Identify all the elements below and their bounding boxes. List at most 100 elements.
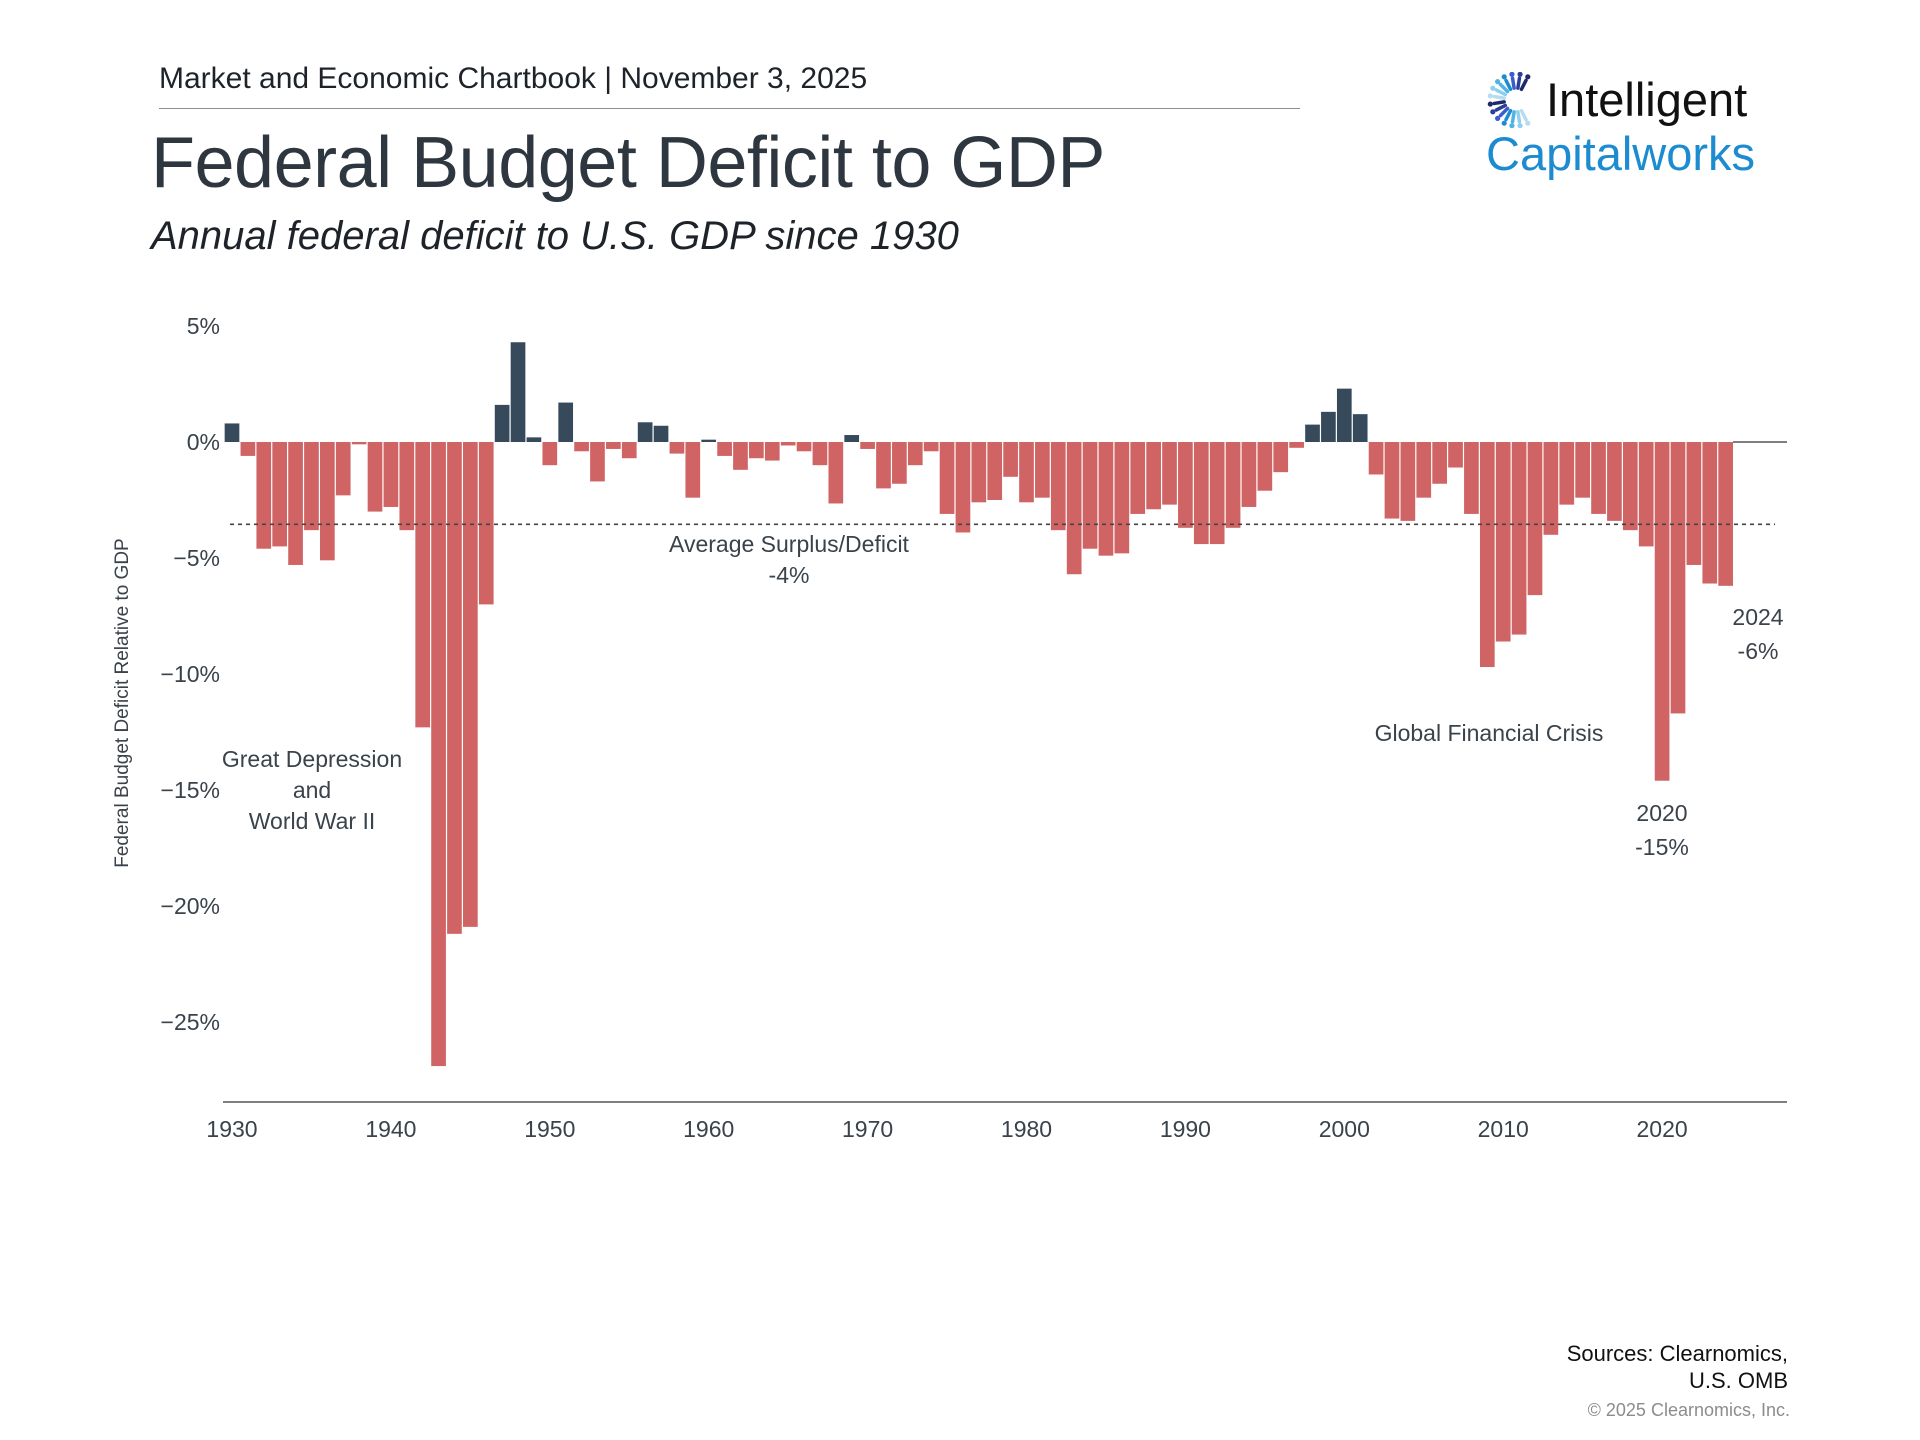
deficit-bar: [1273, 442, 1289, 473]
deficit-bar: [590, 442, 605, 482]
y-tick-label: −10%: [161, 661, 220, 687]
surplus-bar: [1321, 411, 1336, 442]
sources-line-1: Sources: Clearnomics,: [1566, 1341, 1788, 1366]
surplus-bar: [526, 437, 542, 442]
chart-annotation: -4%: [769, 562, 810, 588]
deficit-bar: [923, 442, 939, 452]
logo-dot: [1490, 85, 1496, 91]
logo-dot: [1487, 101, 1493, 107]
deficit-bar: [1082, 442, 1098, 549]
deficit-bar: [1368, 442, 1384, 475]
deficit-bar: [1670, 442, 1686, 714]
x-tick-label: 1940: [365, 1116, 416, 1142]
deficit-bar: [351, 442, 367, 445]
deficit-bar: [1464, 442, 1479, 514]
logo-ray: [1510, 110, 1516, 124]
logo-ray: [1498, 106, 1510, 118]
logo-dot: [1525, 120, 1531, 126]
deficit-bar: [367, 442, 383, 512]
deficit-bar: [1289, 442, 1304, 448]
deficit-bar: [1035, 442, 1050, 498]
deficit-bar: [1130, 442, 1146, 514]
deficit-bar: [447, 442, 462, 934]
logo-dot: [1501, 120, 1507, 126]
deficit-bar: [463, 442, 478, 927]
copyright-note: © 2025 Clearnomics, Inc.: [1587, 1400, 1790, 1420]
deficit-bar: [1162, 442, 1177, 505]
logo-ray: [1504, 78, 1513, 92]
deficit-bar: [621, 442, 637, 459]
surplus-bar: [844, 435, 860, 442]
deficit-bar: [1591, 442, 1606, 514]
logo-dot: [1487, 93, 1493, 99]
deficit-bar: [1559, 442, 1575, 505]
y-tick-label: −25%: [161, 1009, 220, 1035]
deficit-bar: [1543, 442, 1559, 535]
deficit-bar: [1114, 442, 1130, 554]
deficit-bar: [1003, 442, 1018, 477]
surplus-bar: [1352, 414, 1368, 442]
deficit-bar: [240, 442, 256, 456]
deficit-bar: [478, 442, 494, 605]
deficit-bar: [685, 442, 701, 498]
logo-ray: [1516, 76, 1522, 90]
chart-annotation: -15%: [1635, 834, 1689, 860]
deficit-bar: [272, 442, 288, 547]
deficit-bar: [1241, 442, 1257, 507]
chart-annotation: World War II: [249, 808, 376, 834]
deficit-bar: [319, 442, 335, 561]
deficit-bar: [1575, 442, 1590, 498]
logo-dot: [1517, 123, 1523, 128]
logo-dot: [1517, 72, 1523, 77]
deficit-bar: [1686, 442, 1702, 565]
logo-ray: [1519, 108, 1528, 122]
deficit-bar: [383, 442, 399, 507]
chart-annotation: 2020: [1636, 800, 1687, 826]
deficit-bar: [955, 442, 971, 533]
x-tick-label: 2010: [1478, 1116, 1529, 1142]
surplus-bar: [1305, 424, 1320, 442]
y-tick-label: −20%: [161, 893, 220, 919]
x-tick-label: 2020: [1637, 1116, 1688, 1142]
logo-ray: [1519, 78, 1528, 92]
deficit-bar: [1622, 442, 1638, 531]
logo-ray: [1510, 76, 1516, 90]
deficit-bar: [1019, 442, 1034, 503]
y-tick-label: −5%: [173, 545, 220, 571]
logo-dot: [1509, 123, 1515, 128]
deficit-bar: [1495, 442, 1511, 642]
deficit-bar: [876, 442, 891, 489]
deficit-bar: [1209, 442, 1225, 545]
x-tick-label: 1970: [842, 1116, 893, 1142]
deficit-bar: [1416, 442, 1432, 498]
x-tick-label: 1930: [206, 1116, 257, 1142]
surplus-bar: [510, 342, 526, 442]
deficit-bar: [1432, 442, 1447, 484]
deficit-bar: [780, 442, 796, 446]
header-divider: [159, 108, 1300, 109]
deficit-bar: [256, 442, 272, 549]
deficit-bar: [939, 442, 955, 514]
chart-annotation: Average Surplus/Deficit: [669, 531, 910, 557]
deficit-bar: [812, 442, 828, 466]
x-tick-label: 1950: [524, 1116, 575, 1142]
logo-dot: [1525, 74, 1531, 80]
chart-annotation: and: [293, 777, 331, 803]
y-axis-title: Federal Budget Deficit Relative to GDP: [112, 538, 133, 868]
y-tick-label: 0%: [187, 429, 220, 455]
deficit-bar: [733, 442, 748, 470]
deficit-bar: [1527, 442, 1543, 596]
logo-text-intelligent: Intelligent: [1546, 73, 1748, 126]
y-tick-label: 5%: [187, 313, 220, 339]
company-logo: Intelligent Capitalworks: [1486, 72, 1776, 182]
deficit-bar: [669, 442, 685, 454]
deficit-bar: [1066, 442, 1082, 575]
deficit-bar: [1702, 442, 1718, 584]
deficit-bar: [1718, 442, 1734, 586]
chartbook-header: Market and Economic Chartbook | November…: [159, 62, 868, 95]
deficit-bar: [1384, 442, 1400, 519]
deficit-bar: [987, 442, 1003, 500]
logo-ray: [1494, 88, 1508, 97]
y-tick-label: −15%: [161, 777, 220, 803]
